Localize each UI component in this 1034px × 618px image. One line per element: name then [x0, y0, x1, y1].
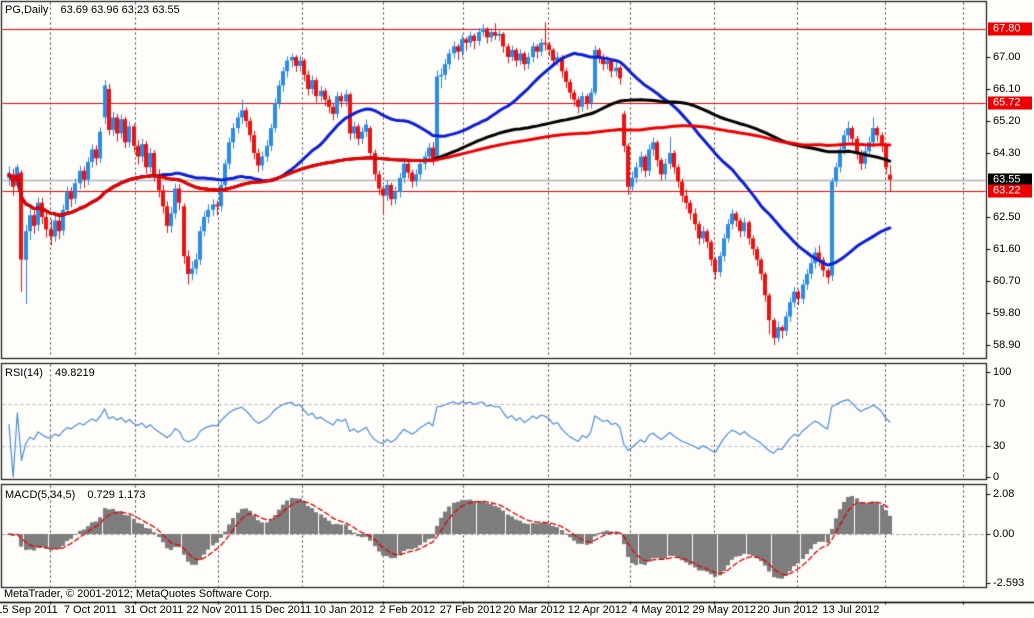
price-level-badge: 67.80: [988, 22, 1032, 36]
date-axis-label: 31 Oct 2011: [124, 604, 184, 616]
rsi-axis-label: 100: [993, 366, 1012, 378]
macd-values: 0.729 1.173: [87, 489, 146, 501]
date-axis[interactable]: 15 Sep 2011 7 Oct 2011 31 Oct 2011 22 Nov 2…: [0, 603, 1034, 618]
date-axis-label: 29 May 2012: [692, 604, 756, 616]
rsi-value: 49.8219: [54, 367, 95, 379]
rsi-title: RSI(14): [5, 367, 43, 379]
price-axis-label: 61.60: [993, 243, 1021, 255]
date-axis-label: 10 Jan 2012: [313, 604, 375, 616]
rsi-axis-label: 0: [993, 471, 1000, 483]
date-axis-label: 2 Feb 2012: [379, 604, 436, 616]
price-axis-label: 58.90: [993, 339, 1021, 351]
current-price-badge: 63.55: [988, 173, 1032, 187]
price-axis-label: 65.20: [993, 115, 1021, 127]
macd-axis-label: -2.593: [993, 577, 1025, 590]
date-axis-label: 27 Feb 2012: [439, 604, 502, 616]
price-axis-label: 59.80: [993, 307, 1021, 319]
macd-axis-label: 2.08: [993, 488, 1015, 501]
macd-axis-label: 0.00: [993, 528, 1015, 540]
rsi-axis-label: 30: [993, 439, 1006, 452]
symbol-period-label: PG,Daily 63.69 63.96 63.23 63.55: [5, 4, 180, 16]
date-axis-label: 7 Oct 2011: [63, 604, 117, 616]
ohlc-values: 63.69 63.96 63.23 63.55: [60, 4, 180, 16]
price-axis-label: 64.30: [993, 147, 1021, 159]
price-axis[interactable]: 67.00 66.10 65.20 64.30 62.50 61.60 60.70 59.80…: [988, 0, 1034, 618]
date-axis-label: 4 May 2012: [632, 604, 690, 616]
price-axis-label: 60.70: [993, 275, 1021, 287]
rsi-axis-label: 70: [993, 397, 1006, 410]
price-level-badge: 63.22: [988, 184, 1032, 198]
price-axis-label: 62.50: [993, 211, 1021, 223]
date-axis-label: 22 Nov 2011: [186, 604, 248, 616]
rsi-indicator-label: RSI(14) 49.8219: [5, 367, 95, 379]
macd-title: MACD(5,34,5): [5, 489, 76, 501]
date-axis-label: 12 Apr 2012: [567, 604, 628, 616]
symbol-name: PG,Daily: [5, 4, 49, 16]
macd-indicator-label: MACD(5,34,5) 0.729 1.173: [5, 489, 145, 501]
price-axis-label: 66.10: [993, 83, 1021, 95]
price-axis-label: 67.00: [993, 51, 1021, 63]
date-axis-label: 20 Jun 2012: [757, 604, 818, 616]
date-axis-label: 15 Dec 2011: [249, 604, 312, 616]
date-axis-label: 15 Sep 2011: [0, 604, 58, 616]
date-axis-label: 20 Mar 2012: [503, 604, 565, 616]
copyright-text: MetaTrader, © 2001-2012; MetaQuotes Soft…: [4, 588, 273, 600]
price-level-badge: 65.72: [988, 96, 1032, 109]
date-axis-label: 13 Jul 2012: [822, 604, 880, 616]
